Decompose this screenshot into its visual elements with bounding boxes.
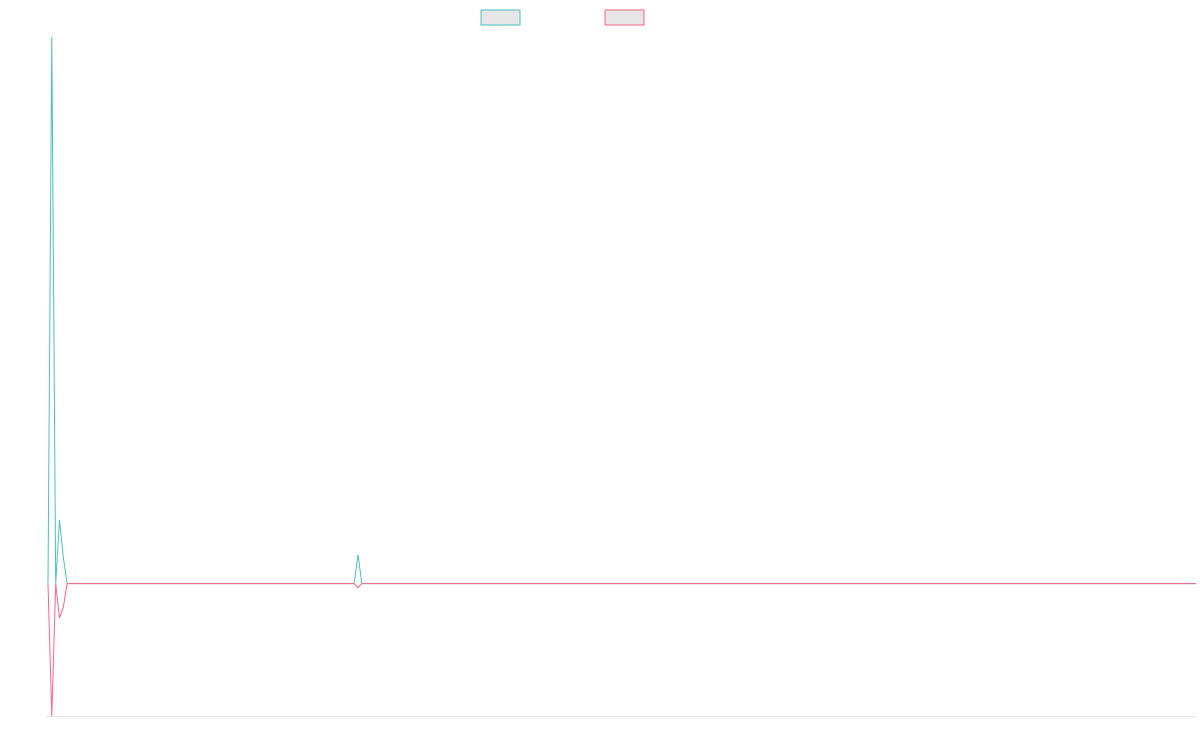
series-line-1 xyxy=(47,36,1196,585)
legend[interactable] xyxy=(480,9,645,26)
legend-swatch-1[interactable] xyxy=(480,9,521,26)
legend-item-2[interactable] xyxy=(604,9,645,26)
legend-item-1[interactable] xyxy=(480,9,521,26)
plot-area xyxy=(46,36,1196,717)
series-line-2 xyxy=(47,583,1196,717)
legend-swatch-2[interactable] xyxy=(604,9,645,26)
